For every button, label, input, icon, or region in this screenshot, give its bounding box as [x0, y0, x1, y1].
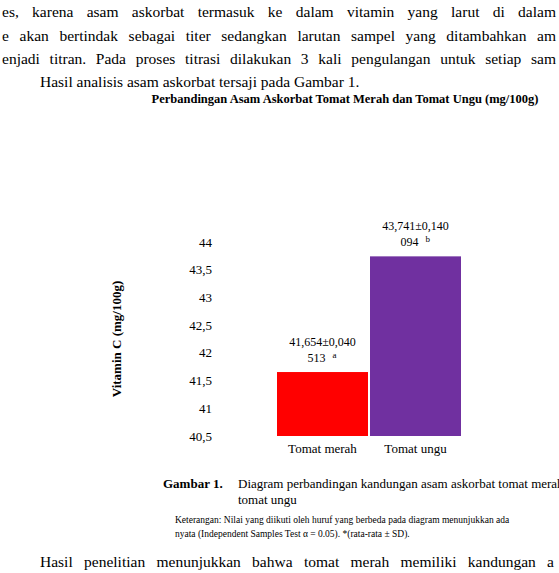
- y-tick: [217, 352, 220, 353]
- significance-letter: a: [333, 350, 337, 360]
- body-text: enjadi titran. Pada proses titrasi dilak…: [2, 49, 556, 69]
- data-label: 41,654±0,040513: [289, 335, 356, 365]
- body-text: es, karena asam askorbat termasuk ke dal…: [2, 2, 556, 22]
- body-text: e akan bertindak sebagai titer sedangkan…: [2, 26, 556, 46]
- chart-title: Perbandingan Asam Askorbat Tomat Merah d…: [152, 92, 539, 106]
- y-tick-label: 43,5: [189, 262, 212, 277]
- data-label: 43,741±0,140094: [382, 219, 449, 249]
- x-tick-label: Tomat merah: [288, 441, 357, 456]
- caption-label: Gambar 1.: [163, 476, 223, 492]
- y-tick-label: 42,5: [189, 318, 212, 333]
- y-tick: [217, 436, 220, 437]
- y-tick-label: 40,5: [189, 429, 212, 444]
- x-tick-label: Tomat ungu: [384, 441, 447, 456]
- body-text: Hasil analisis asam askorbat tersaji pad…: [40, 72, 359, 92]
- caption-text: tomat ungu: [238, 492, 297, 508]
- y-tick-label: 42: [199, 345, 212, 360]
- y-tick: [217, 242, 220, 243]
- y-tick-label: 41,5: [189, 373, 212, 388]
- bar: [370, 256, 461, 436]
- y-tick: [217, 325, 220, 326]
- caption-note: Keterangan: Nilai yang diikuti oleh huru…: [175, 514, 509, 527]
- caption-note: nyata (Independent Samples Test α = 0.05…: [175, 528, 410, 541]
- caption-text: Diagram perbandingan kandungan asam asko…: [238, 476, 559, 492]
- bar: [277, 372, 368, 436]
- body-text: Hasil penelitian menunjukkan bahwa tomat…: [40, 552, 554, 572]
- y-tick-label: 44: [199, 235, 213, 250]
- y-tick-label: 43: [199, 290, 212, 305]
- y-tick: [217, 380, 220, 381]
- y-tick: [217, 297, 220, 298]
- y-tick: [217, 269, 220, 270]
- bars: [277, 256, 461, 436]
- y-tick-label: 41: [199, 401, 212, 416]
- significance-letter: b: [426, 234, 431, 244]
- y-axis-label: Vitamin C (mg/100g): [109, 281, 124, 398]
- y-tick: [217, 408, 220, 409]
